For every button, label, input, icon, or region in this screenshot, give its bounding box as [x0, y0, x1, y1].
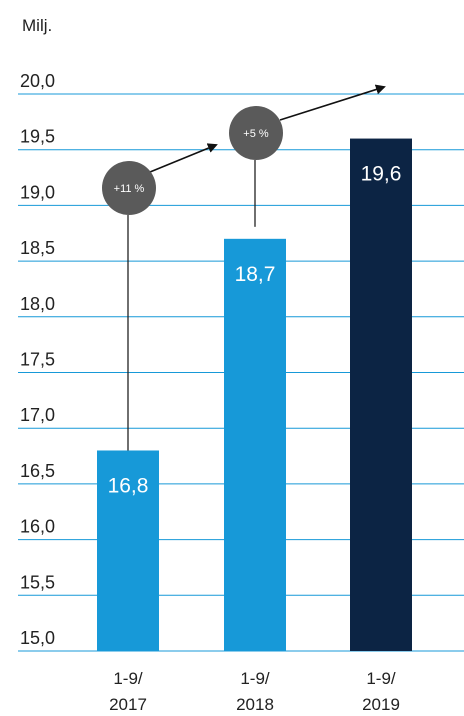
- growth-badge-label: +5 %: [243, 128, 269, 140]
- y-tick-label: 16,0: [20, 517, 55, 537]
- y-tick-label: 15,5: [20, 572, 55, 592]
- growth-badge-label: +11 %: [114, 183, 145, 195]
- y-tick-label: 20,0: [20, 71, 55, 91]
- growth-arrow: [149, 143, 218, 173]
- y-tick-label: 19,5: [20, 127, 55, 147]
- y-tick-label: 15,0: [20, 628, 55, 648]
- x-tick-label: 2019: [362, 695, 400, 714]
- x-tick-label: 1-9/: [113, 669, 143, 688]
- bar-value-label: 18,7: [235, 263, 276, 286]
- bar-value-label: 19,6: [361, 163, 402, 186]
- bar: [97, 450, 159, 651]
- bar: [350, 138, 412, 651]
- x-tick-label: 1-9/: [240, 669, 270, 688]
- growth-arrow: [279, 84, 386, 121]
- x-tick-label: 2017: [109, 695, 147, 714]
- y-tick-label: 18,5: [20, 238, 55, 258]
- x-tick-label: 2018: [236, 695, 274, 714]
- growth-badge: [229, 106, 283, 160]
- y-tick-label: 18,0: [20, 294, 55, 314]
- growth-badge: [102, 161, 156, 215]
- y-tick-label: 16,5: [20, 461, 55, 481]
- y-tick-label: 19,0: [20, 182, 55, 202]
- x-tick-label: 1-9/: [366, 669, 396, 688]
- bar: [224, 238, 286, 651]
- y-tick-label: 17,5: [20, 350, 55, 370]
- unit-label: Milj.: [22, 16, 53, 35]
- y-tick-label: 17,0: [20, 405, 55, 425]
- bar-value-label: 16,8: [108, 474, 149, 497]
